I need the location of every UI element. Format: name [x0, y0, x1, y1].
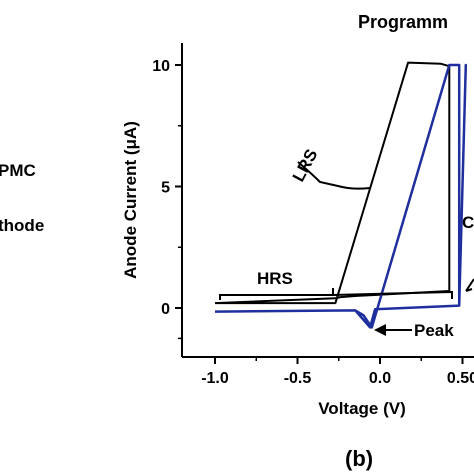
annotation-c: C — [462, 213, 474, 232]
y-tick-label: 10 — [152, 58, 170, 75]
ticks: -1.0 -0.5 0.0 0.50 0 5 10 — [152, 58, 474, 387]
y-tick-label: 5 — [161, 180, 170, 197]
series-line-2 — [214, 63, 468, 329]
left-fragment-2: thode — [0, 216, 44, 235]
x-tick-label: -0.5 — [284, 370, 312, 387]
panel-label: (b) — [345, 446, 373, 471]
annotation-hrs: HRS — [257, 269, 293, 288]
axes: -1.0 -0.5 0.0 0.50 0 5 10 — [152, 43, 474, 387]
x-tick-label: -1.0 — [201, 370, 229, 387]
left-fragment-1: PMC — [0, 161, 36, 180]
right-arrow-fragment — [465, 278, 474, 292]
x-tick-label: 0.0 — [369, 370, 391, 387]
peak-arrow-head — [374, 324, 386, 336]
y-axis-label: Anode Current (μA) — [121, 121, 140, 279]
x-axis-label: Voltage (V) — [318, 399, 406, 418]
series-layer — [214, 61, 468, 329]
x-tick-label: 0.50 — [447, 370, 474, 387]
y-tick-label: 0 — [161, 301, 170, 318]
lrs-bracket — [297, 161, 371, 190]
chart-title: Programm — [358, 12, 448, 32]
series-line-1 — [214, 61, 451, 305]
hrs-bracket — [219, 288, 453, 300]
annotation-peak: Peak — [414, 321, 454, 340]
